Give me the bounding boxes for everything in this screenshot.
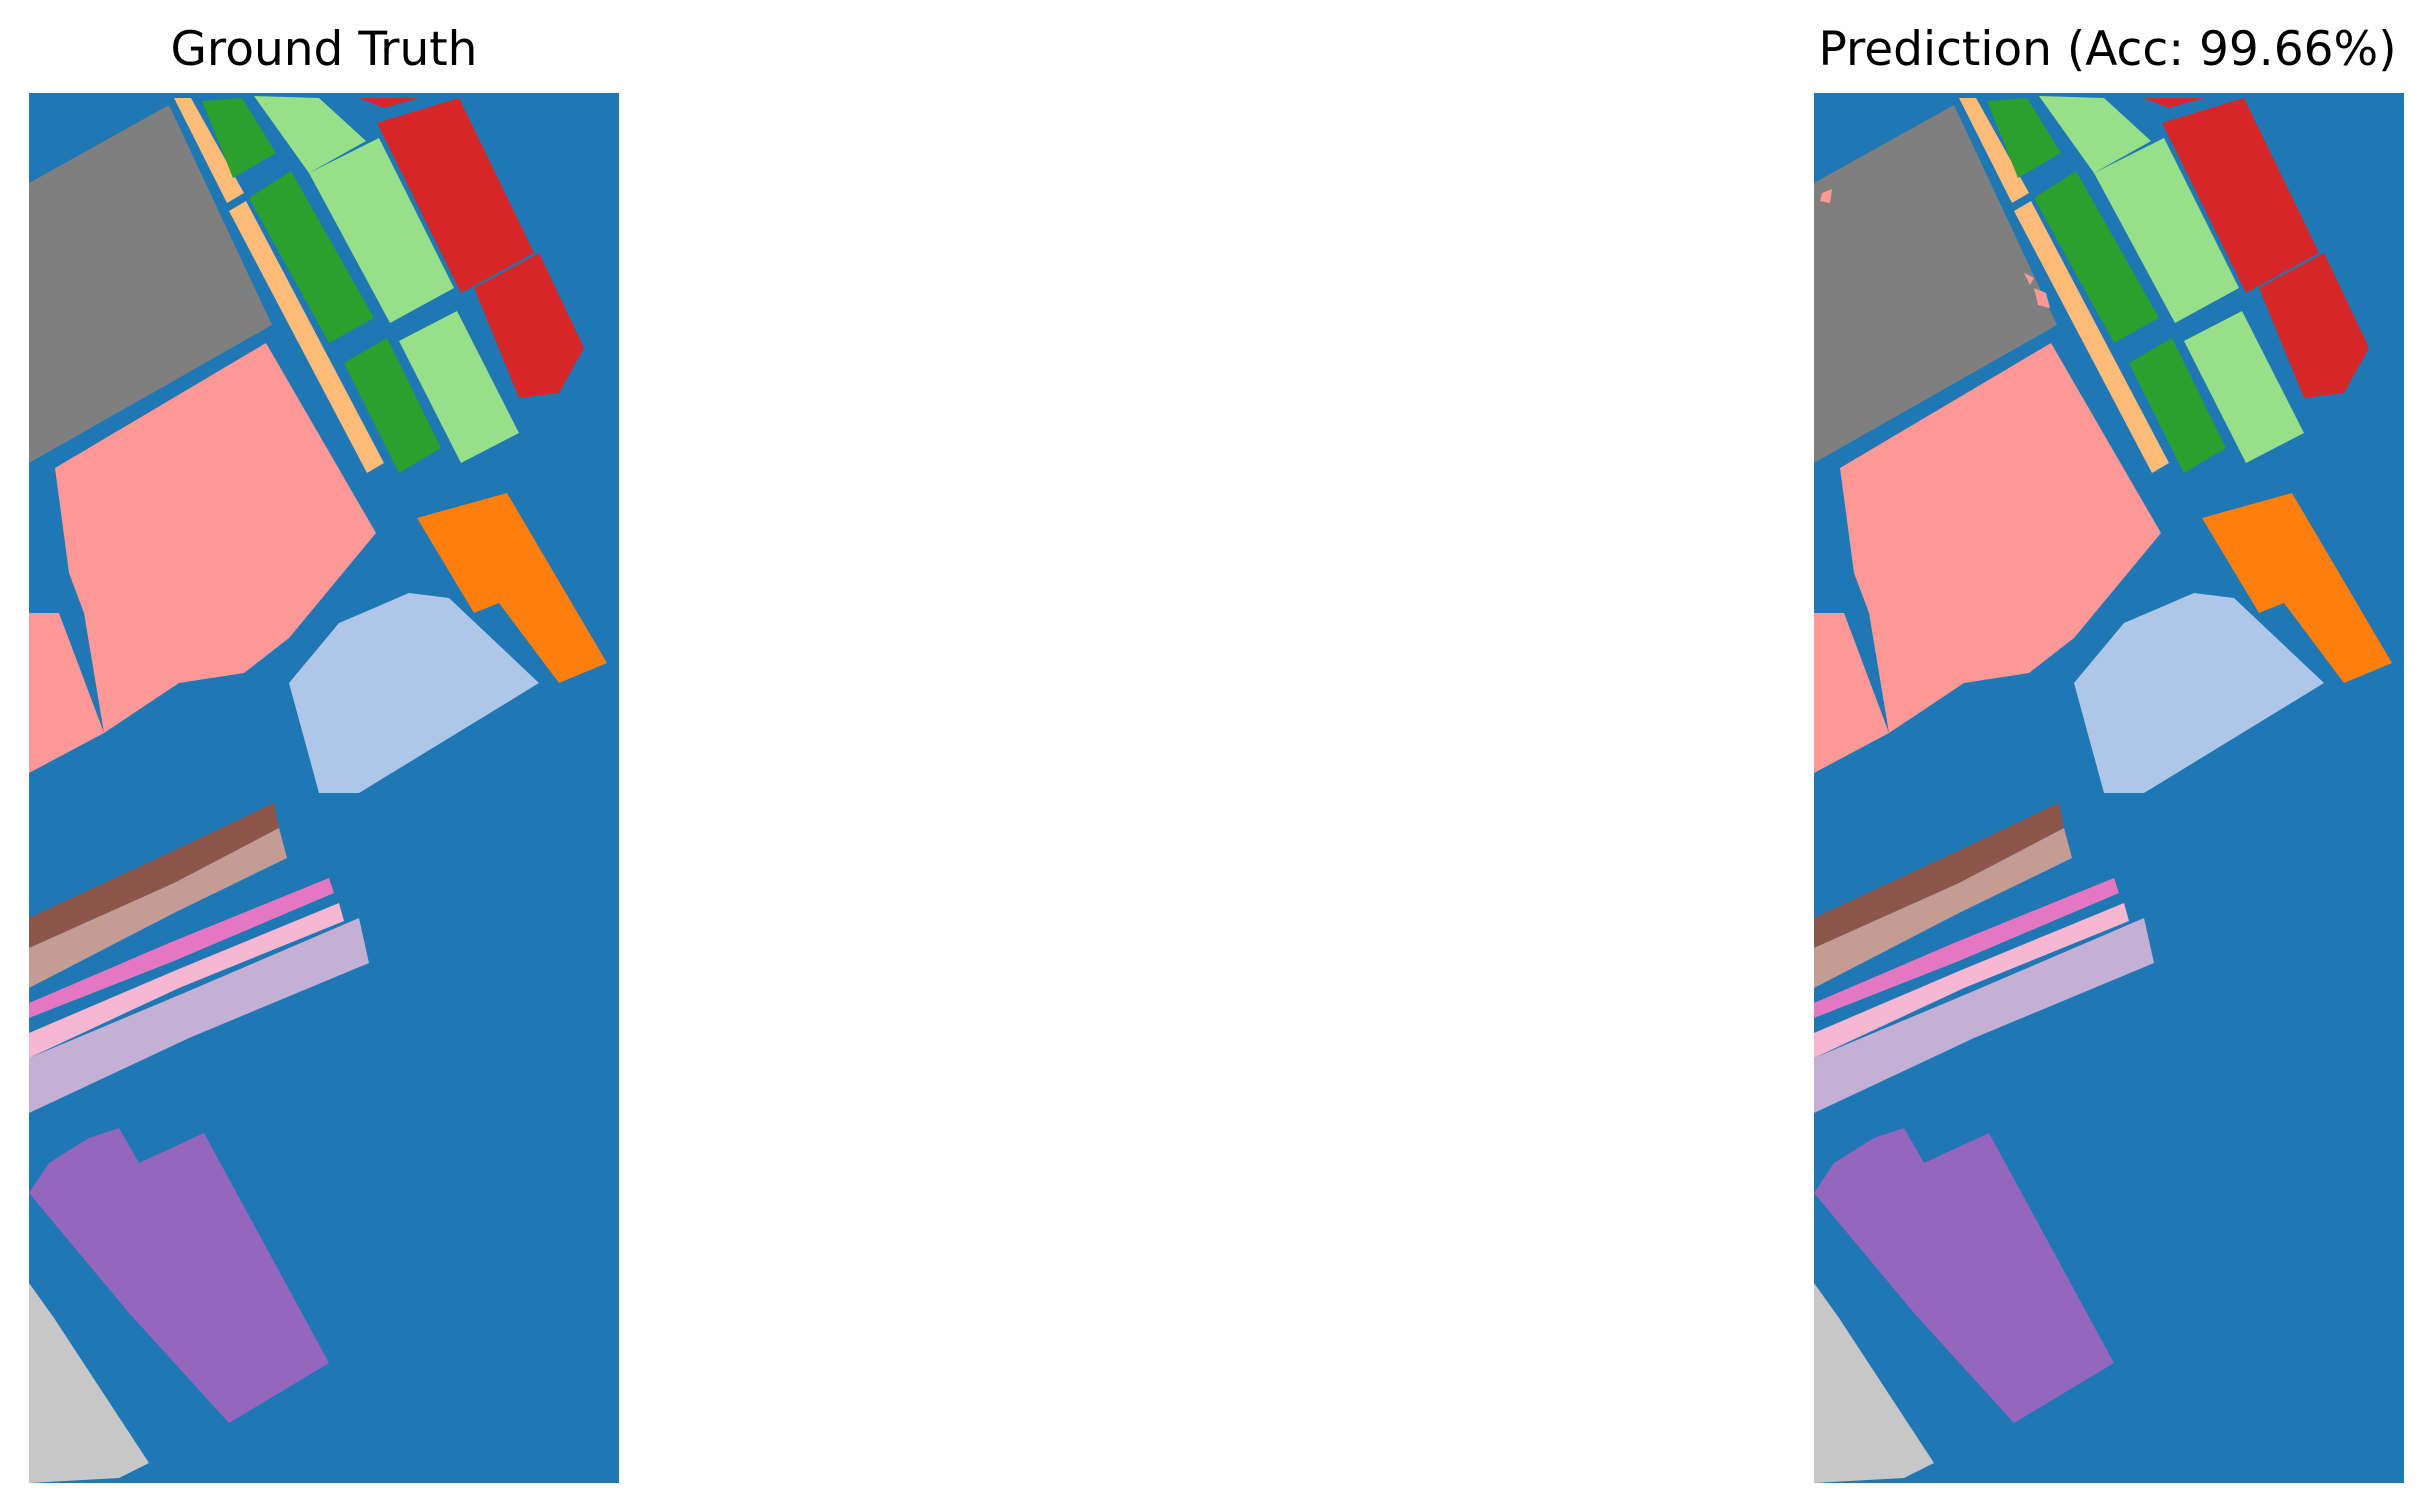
class-region-light-green xyxy=(2039,96,2151,173)
class-region-orange xyxy=(2202,493,2392,683)
class-region-light-pink xyxy=(29,903,344,1058)
prediction-title: Prediction (Acc: 99.66%) xyxy=(1818,22,2397,77)
class-region-dark-green xyxy=(2129,338,2226,473)
class-region-salmon xyxy=(1820,189,1832,203)
class-region-salmon xyxy=(2024,273,2034,285)
class-region-dark-green xyxy=(2034,171,2159,343)
class-region-brown xyxy=(29,803,279,948)
prediction-map xyxy=(1814,93,2404,1483)
class-region-light-green xyxy=(2094,138,2239,323)
class-region-dark-green xyxy=(344,338,441,473)
class-region-light-blue xyxy=(289,593,539,793)
ground-truth-title: Ground Truth xyxy=(170,22,478,77)
class-region-gray xyxy=(29,105,272,463)
class-region-salmon xyxy=(1814,613,1889,773)
class-region-salmon xyxy=(29,613,104,773)
class-region-dark-green xyxy=(249,171,374,343)
class-region-dark-green xyxy=(1987,98,2061,178)
map-layer xyxy=(1814,93,2404,1483)
class-region-light-gray xyxy=(29,1283,149,1483)
class-region-red xyxy=(474,253,584,398)
class-region-purple xyxy=(29,1128,329,1423)
class-region-red xyxy=(359,98,419,108)
misclassified-patches xyxy=(1820,189,2050,308)
class-region-red xyxy=(2144,98,2204,108)
class-region-tan xyxy=(29,828,287,988)
class-region-gray xyxy=(1814,105,2057,463)
class-region-light-orange xyxy=(2014,201,2169,473)
class-region-light-green xyxy=(2184,311,2304,463)
class-region-lavender xyxy=(1814,918,2154,1113)
class-region-salmon xyxy=(2034,288,2050,308)
class-region-light-blue xyxy=(2074,593,2324,793)
class-region-tan xyxy=(1814,828,2072,988)
class-region-light-orange xyxy=(1959,98,2029,203)
class-region-orange xyxy=(417,493,607,683)
class-region-red xyxy=(2162,98,2319,293)
class-region-salmon xyxy=(55,343,376,733)
map-layer xyxy=(29,93,619,1483)
class-region-light-orange xyxy=(229,201,384,473)
class-region-pink xyxy=(1814,878,2119,1018)
class-region-dark-green xyxy=(202,98,276,178)
class-region-pink xyxy=(29,878,334,1018)
class-region-light-gray xyxy=(1814,1283,1934,1483)
class-region-red xyxy=(2259,253,2369,398)
ground-truth-map xyxy=(29,93,619,1483)
class-region-light-orange xyxy=(174,98,244,203)
class-region-light-green xyxy=(399,311,519,463)
class-region-lavender xyxy=(29,918,369,1113)
class-region-salmon xyxy=(1840,343,2161,733)
class-region-brown xyxy=(1814,803,2064,948)
class-region-light-pink xyxy=(1814,903,2129,1058)
class-region-light-green xyxy=(254,96,366,173)
class-region-purple xyxy=(1814,1128,2114,1423)
class-region-light-green xyxy=(309,138,454,323)
class-region-red xyxy=(377,98,534,293)
